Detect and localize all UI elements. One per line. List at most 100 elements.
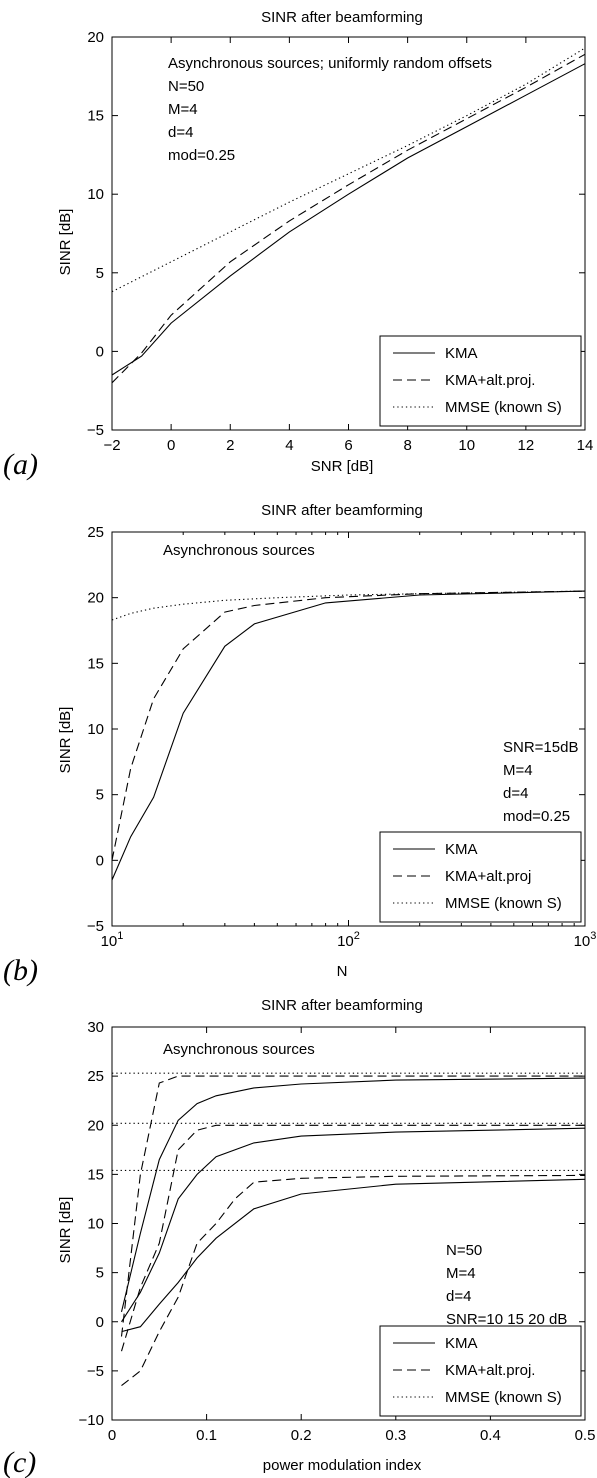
annotation-line: mod=0.25: [168, 147, 235, 164]
legend-label: KMA+alt.proj.: [445, 1362, 535, 1379]
x-tick-label: 2: [226, 437, 234, 454]
series-line: [120, 1075, 585, 1337]
y-axis-label: SINR [dB]: [57, 209, 74, 276]
chart-title: SINR after beamforming: [261, 997, 423, 1014]
series-line: [121, 1178, 586, 1333]
panel-a: SINR after beamforming Asynchronous sour…: [3, 9, 593, 481]
y-tick-label: −10: [79, 1412, 104, 1429]
x-tick-label: −2: [103, 437, 120, 454]
legend-label: MMSE (known S): [445, 895, 562, 912]
x-tick-label: 103: [574, 930, 597, 950]
parameter-text: SNR=15dB M=4 d=4 mod=0.25: [503, 739, 578, 825]
x-tick-label: 0.5: [575, 1427, 596, 1444]
y-tick-label: 0: [96, 343, 104, 360]
annotation-line: d=4: [168, 124, 193, 141]
y-tick-label: 15: [87, 108, 104, 125]
series-line: [120, 1124, 585, 1352]
annotation-line: d=4: [446, 1288, 471, 1305]
legend-label: MMSE (known S): [445, 1389, 562, 1406]
series-line: [111, 53, 586, 384]
annotation-line: N=50: [446, 1242, 482, 1259]
x-tick-label: 0.3: [385, 1427, 406, 1444]
y-tick-label: 10: [87, 721, 104, 738]
y-tick-label: 15: [87, 655, 104, 672]
annotation-line: N=50: [168, 78, 204, 95]
x-tick-label: 0: [167, 437, 175, 454]
annotation-line: mod=0.25: [503, 808, 570, 825]
series-line: [121, 1127, 586, 1323]
y-tick-label: 20: [87, 1117, 104, 1134]
y-tick-label: 5: [96, 1265, 104, 1282]
y-tick-label: 20: [87, 590, 104, 607]
legend-label: KMA: [445, 841, 478, 858]
annotation-line: M=4: [446, 1265, 476, 1282]
legend-box: [379, 335, 582, 427]
annotation-line: Asynchronous sources: [163, 542, 315, 559]
x-tick-label: 8: [403, 437, 411, 454]
x-axis-label: N: [337, 963, 348, 980]
series-line: [111, 590, 586, 881]
x-tick-label: 0: [108, 1427, 116, 1444]
y-tick-label: −5: [87, 918, 104, 935]
y-tick-label: 10: [87, 1216, 104, 1233]
panel-label: (a): [3, 448, 38, 481]
x-tick-label: 102: [337, 930, 360, 950]
legend-label: KMA+alt.proj: [445, 868, 531, 885]
x-axis-label: SNR [dB]: [311, 458, 374, 475]
annotation-line: Asynchronous sources: [163, 1041, 315, 1058]
y-tick-label: 20: [87, 29, 104, 46]
x-tick-label: 14: [577, 437, 594, 454]
y-tick-label: 15: [87, 1166, 104, 1183]
series-line: [120, 1077, 586, 1313]
annotation-line: SNR=15dB: [503, 739, 578, 756]
chart-title: SINR after beamforming: [261, 9, 423, 26]
y-tick-label: 0: [96, 852, 104, 869]
legend-label: MMSE (known S): [445, 399, 562, 416]
panel-b: SINR after beamforming Asynchronous sour…: [3, 502, 596, 987]
y-tick-label: 5: [96, 265, 104, 282]
x-tick-label: 12: [518, 437, 535, 454]
series-line: [111, 590, 586, 861]
legend-label: KMA: [445, 1335, 478, 1352]
legend: KMA KMA+alt.proj MMSE (known S): [379, 831, 582, 923]
series-line: [121, 1174, 586, 1387]
panel-label: (b): [3, 954, 38, 987]
legend-label: KMA+alt.proj.: [445, 372, 535, 389]
y-axis-label: SINR [dB]: [57, 707, 74, 774]
legend: KMA KMA+alt.proj. MMSE (known S): [379, 335, 582, 427]
annotation-line: d=4: [503, 785, 528, 802]
x-tick-label: 6: [344, 437, 352, 454]
y-tick-label: 25: [87, 1068, 104, 1085]
y-tick-label: 30: [87, 1019, 104, 1036]
y-axis-label: SINR [dB]: [57, 1197, 74, 1264]
x-tick-label: 0.1: [196, 1427, 217, 1444]
y-tick-label: −5: [87, 1363, 104, 1380]
panel-c: SINR after beamforming Asynchronous sour…: [3, 997, 595, 1478]
panel-label: (c): [3, 1446, 36, 1478]
series-line: [111, 63, 586, 376]
y-tick-label: 0: [96, 1314, 104, 1331]
legend-box: [379, 831, 582, 923]
legend-label: KMA: [445, 345, 478, 362]
x-axis-label: power modulation index: [263, 1457, 422, 1474]
x-tick-label: 0.2: [291, 1427, 312, 1444]
parameter-text: N=50 M=4 d=4 SNR=10 15 20 dB: [446, 1242, 567, 1328]
annotation-line: SNR=10 15 20 dB: [446, 1311, 567, 1328]
annotation-line: Asynchronous sources; uniformly random o…: [168, 55, 492, 72]
y-tick-label: 25: [87, 524, 104, 541]
annotation-line: M=4: [503, 762, 533, 779]
series-line: [111, 590, 586, 621]
y-tick-label: −5: [87, 422, 104, 439]
chart-title: SINR after beamforming: [261, 502, 423, 519]
legend-box: [379, 1325, 582, 1417]
x-tick-label: 0.4: [480, 1427, 501, 1444]
x-tick-label: 10: [458, 437, 475, 454]
annotation-line: M=4: [168, 101, 198, 118]
x-tick-label: 4: [285, 437, 293, 454]
y-tick-label: 10: [87, 186, 104, 203]
x-tick-label: 101: [101, 930, 124, 950]
y-tick-label: 5: [96, 787, 104, 804]
legend: KMA KMA+alt.proj. MMSE (known S): [379, 1325, 582, 1417]
annotation-text: Asynchronous sources; uniformly random o…: [168, 55, 492, 164]
